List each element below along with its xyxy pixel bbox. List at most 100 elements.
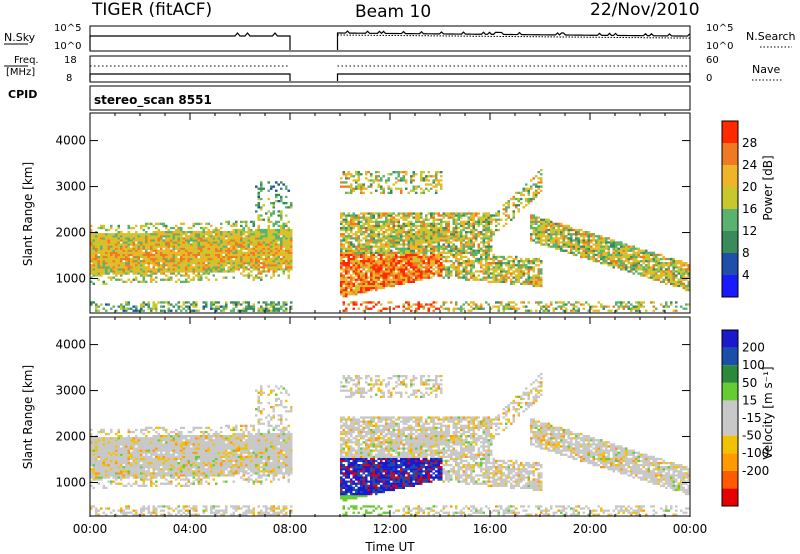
power-cell	[180, 249, 183, 252]
power-cell	[402, 303, 405, 306]
power-cell	[490, 222, 493, 225]
power-cell	[495, 212, 498, 215]
power-cell	[255, 251, 258, 254]
power-cell	[342, 276, 345, 279]
power-cell	[345, 266, 348, 269]
power-cell	[147, 301, 150, 304]
power-cell	[190, 268, 193, 271]
power-cell	[530, 187, 533, 190]
power-cell	[270, 241, 273, 244]
power-cell	[115, 243, 118, 246]
power-cell	[237, 243, 240, 246]
power-cell	[565, 235, 568, 238]
power-cell	[427, 272, 430, 275]
power-cell	[120, 270, 123, 273]
power-cell	[160, 222, 163, 225]
power-cell	[280, 197, 283, 201]
power-cell	[267, 224, 270, 228]
power-cell	[365, 220, 368, 223]
power-cell	[132, 226, 135, 230]
power-cell	[287, 237, 290, 240]
power-cell	[405, 212, 408, 215]
power-cell	[375, 280, 378, 283]
power-cell	[552, 233, 555, 236]
power-cell	[90, 245, 93, 248]
power-cell	[170, 264, 173, 267]
power-cell	[537, 260, 540, 263]
power-cell	[410, 266, 413, 269]
power-cell	[180, 235, 183, 238]
power-cell	[290, 307, 293, 310]
power-cell	[557, 224, 560, 228]
power-cell	[585, 239, 588, 242]
power-cell	[210, 305, 213, 308]
power-cell	[395, 255, 398, 259]
power-cell	[617, 266, 620, 269]
power-cell	[445, 239, 448, 242]
power-cell	[435, 245, 438, 248]
power-cell	[435, 212, 438, 215]
power-cell	[282, 231, 285, 234]
power-cell	[377, 222, 380, 225]
power-cell	[432, 235, 435, 238]
power-cell	[390, 278, 393, 281]
power-cell	[385, 270, 388, 273]
power-cell	[140, 307, 143, 310]
power-cell	[342, 243, 345, 246]
power-cell	[462, 222, 465, 225]
power-cell	[237, 245, 240, 248]
power-cell	[402, 270, 405, 273]
power-cell	[385, 280, 388, 283]
power-cell	[272, 212, 275, 215]
power-cell	[452, 214, 455, 217]
power-cell	[385, 222, 388, 225]
power-cell	[102, 280, 105, 283]
power-cell	[277, 274, 280, 277]
power-cell	[280, 266, 283, 269]
power-cell	[567, 239, 570, 242]
power-cell	[275, 255, 278, 259]
power-cell	[355, 218, 358, 221]
power-cell	[422, 222, 425, 225]
power-cell	[277, 255, 280, 259]
power-cell	[405, 239, 408, 242]
power-cell	[397, 235, 400, 238]
power-cell	[470, 251, 473, 254]
power-cell	[172, 253, 175, 257]
power-cell	[465, 268, 468, 271]
power-cell	[185, 251, 188, 254]
power-cell	[442, 220, 445, 223]
power-cell	[252, 305, 255, 308]
power-cell	[522, 272, 525, 275]
power-cell	[477, 278, 480, 281]
power-cell	[165, 245, 168, 248]
power-cell	[185, 264, 188, 267]
power-cell	[565, 245, 568, 248]
power-cell	[165, 231, 168, 234]
power-cell	[407, 233, 410, 236]
power-cell	[460, 264, 463, 267]
power-cell	[392, 282, 395, 285]
power-cell	[437, 243, 440, 246]
power-cell	[117, 257, 120, 261]
power-cell	[190, 235, 193, 238]
power-cell	[407, 251, 410, 254]
power-cell	[187, 268, 190, 271]
power-cell	[510, 307, 513, 310]
power-cell	[380, 251, 383, 254]
power-cell	[452, 226, 455, 230]
power-cell	[597, 251, 600, 254]
power-cell	[147, 233, 150, 236]
power-cell	[502, 307, 505, 310]
power-cell	[432, 253, 435, 257]
power-cell	[372, 245, 375, 248]
power-cell	[277, 228, 280, 232]
power-cell	[542, 220, 545, 223]
power-cell	[390, 231, 393, 234]
power-cell	[237, 264, 240, 267]
power-cell	[125, 243, 128, 246]
power-cell	[180, 260, 183, 263]
power-cell	[500, 255, 503, 259]
power-cell	[442, 239, 445, 242]
power-cell	[400, 280, 403, 283]
